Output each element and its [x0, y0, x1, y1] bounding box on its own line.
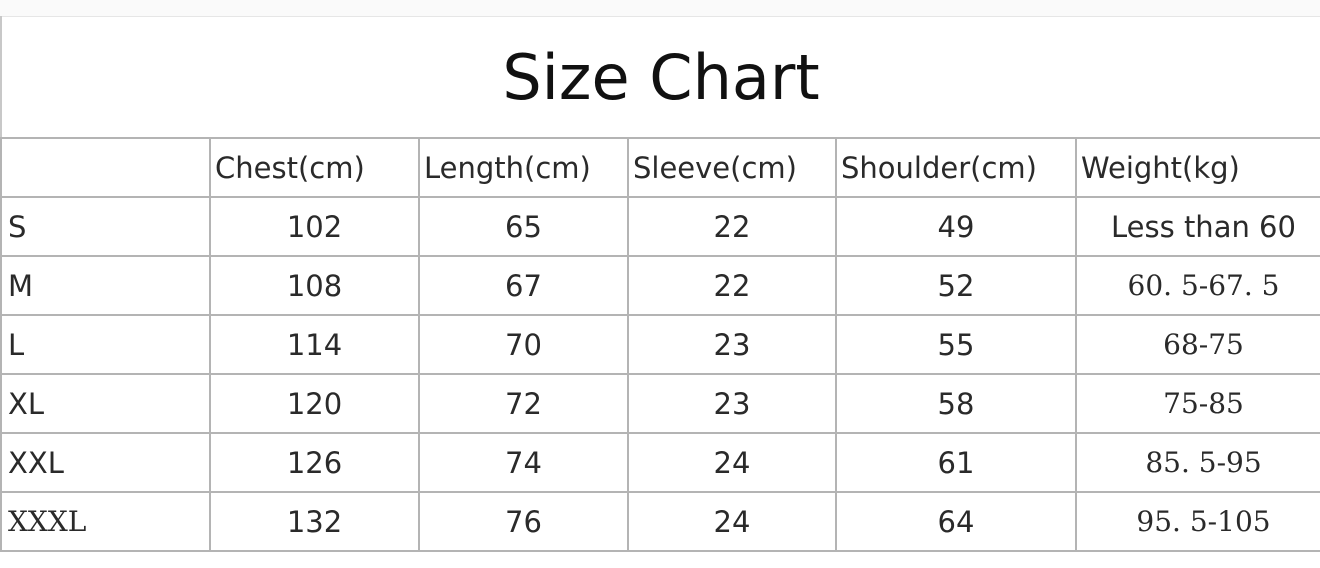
- header-length: Length(cm): [418, 137, 629, 198]
- cell-weight: 85. 5-95: [1075, 432, 1320, 493]
- cell-shoulder: 64: [835, 491, 1077, 552]
- cell-sleeve: 23: [627, 314, 837, 375]
- cell-shoulder: 58: [835, 373, 1077, 434]
- table-row: L 114 70 23 55 68-75: [0, 314, 1320, 375]
- cell-weight: 95. 5-105: [1075, 491, 1320, 552]
- cell-shoulder: 49: [835, 196, 1077, 257]
- cell-sleeve: 24: [627, 432, 837, 493]
- table-row: M 108 67 22 52 60. 5-67. 5: [0, 255, 1320, 316]
- size-table: Chest(cm) Length(cm) Sleeve(cm) Shoulder…: [0, 137, 1320, 552]
- table-row: XXXL 132 76 24 64 95. 5-105: [0, 491, 1320, 552]
- cell-sleeve: 24: [627, 491, 837, 552]
- cell-weight: 60. 5-67. 5: [1075, 255, 1320, 316]
- cell-chest: 126: [209, 432, 420, 493]
- header-weight: Weight(kg): [1075, 137, 1320, 198]
- header-sleeve: Sleeve(cm): [627, 137, 837, 198]
- cell-size: S: [0, 196, 211, 257]
- table-row: S 102 65 22 49 Less than 60: [0, 196, 1320, 257]
- table-row: XXL 126 74 24 61 85. 5-95: [0, 432, 1320, 493]
- cell-weight: 75-85: [1075, 373, 1320, 434]
- cell-weight: 68-75: [1075, 314, 1320, 375]
- cell-shoulder: 61: [835, 432, 1077, 493]
- cell-length: 65: [418, 196, 629, 257]
- cell-chest: 114: [209, 314, 420, 375]
- cell-chest: 102: [209, 196, 420, 257]
- table-row: XL 120 72 23 58 75-85: [0, 373, 1320, 434]
- header-shoulder: Shoulder(cm): [835, 137, 1077, 198]
- cell-shoulder: 52: [835, 255, 1077, 316]
- cell-weight: Less than 60: [1075, 196, 1320, 257]
- cell-length: 76: [418, 491, 629, 552]
- cell-shoulder: 55: [835, 314, 1077, 375]
- cell-length: 72: [418, 373, 629, 434]
- cell-length: 67: [418, 255, 629, 316]
- cell-size: M: [0, 255, 211, 316]
- cell-chest: 120: [209, 373, 420, 434]
- header-chest: Chest(cm): [209, 137, 420, 198]
- cell-sleeve: 22: [627, 196, 837, 257]
- cell-size: L: [0, 314, 211, 375]
- cell-chest: 132: [209, 491, 420, 552]
- cell-size: XXL: [0, 432, 211, 493]
- header-row: Chest(cm) Length(cm) Sleeve(cm) Shoulder…: [0, 137, 1320, 198]
- cell-size: XXXL: [0, 491, 211, 552]
- header-size: [0, 137, 211, 198]
- page-title: Size Chart: [502, 41, 820, 114]
- top-strip: [0, 0, 1320, 17]
- cell-length: 74: [418, 432, 629, 493]
- cell-chest: 108: [209, 255, 420, 316]
- cell-sleeve: 23: [627, 373, 837, 434]
- title-box: Size Chart: [0, 16, 1320, 137]
- cell-size: XL: [0, 373, 211, 434]
- cell-length: 70: [418, 314, 629, 375]
- cell-sleeve: 22: [627, 255, 837, 316]
